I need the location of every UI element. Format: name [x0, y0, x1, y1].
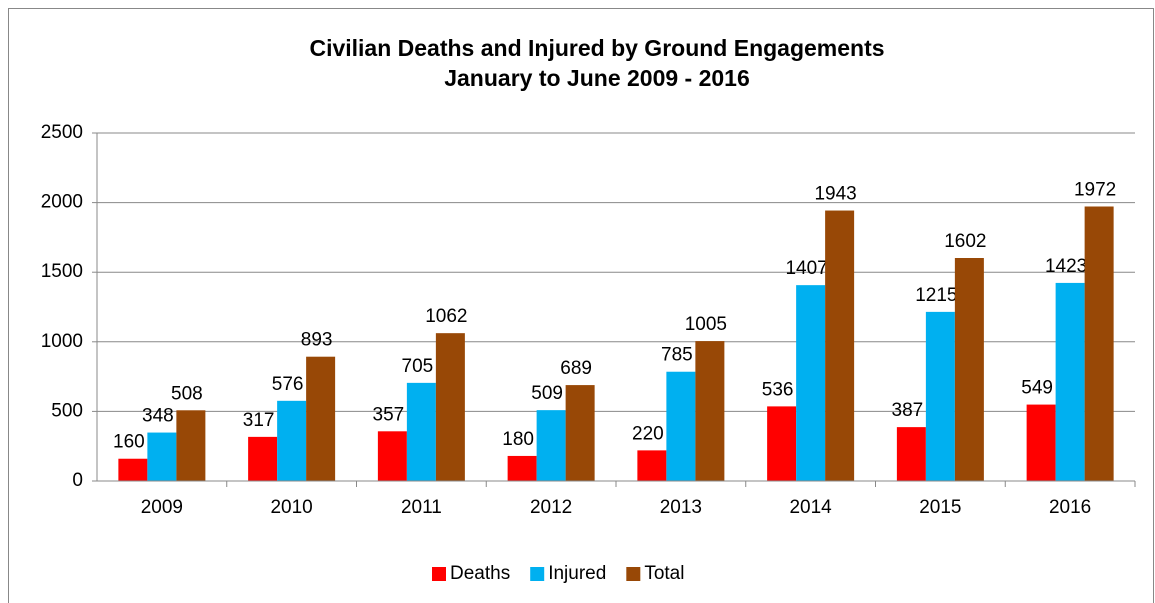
x-tick-label: 2010 [270, 497, 312, 518]
data-label: 1972 [1074, 180, 1116, 201]
data-label: 1423 [1045, 256, 1087, 277]
x-tick-label: 2011 [401, 497, 442, 518]
y-tick-label: 1500 [41, 261, 83, 282]
bar [565, 385, 595, 481]
y-tick-label: 2500 [41, 122, 83, 143]
data-label: 1215 [915, 285, 957, 306]
legend-swatch [530, 567, 545, 581]
y-tick-label: 0 [72, 470, 83, 491]
bar [954, 258, 984, 481]
bar [1026, 404, 1056, 481]
bar [536, 410, 566, 481]
x-tick-label: 2012 [530, 497, 572, 518]
bar [637, 450, 667, 481]
bar [507, 455, 537, 481]
y-tick-label: 2000 [41, 192, 83, 213]
data-label: 180 [502, 429, 534, 450]
data-label: 1602 [944, 231, 986, 252]
bar [377, 431, 407, 481]
bar [176, 410, 206, 481]
bar [406, 382, 436, 481]
legend-label: Injured [548, 563, 606, 584]
x-tick-label: 2009 [141, 497, 183, 518]
data-label: 509 [531, 383, 563, 404]
data-label: 387 [892, 400, 924, 421]
chart-subtitle: January to June 2009 - 2016 [444, 65, 750, 91]
data-label: 220 [632, 423, 664, 444]
data-label: 348 [142, 406, 174, 427]
bar [695, 341, 725, 481]
data-label: 576 [272, 374, 304, 395]
bar [796, 285, 826, 481]
y-tick-label: 500 [51, 400, 83, 421]
data-label: 705 [402, 356, 434, 377]
data-label: 1062 [425, 306, 467, 327]
data-label: 893 [301, 330, 333, 351]
bar [767, 406, 797, 481]
bar [1084, 206, 1114, 481]
data-label: 785 [661, 345, 693, 366]
legend-swatch [626, 567, 641, 581]
data-label: 1005 [685, 314, 727, 335]
bar [1055, 282, 1085, 481]
y-tick-label: 1000 [41, 331, 83, 352]
legend-label: Deaths [450, 563, 510, 584]
bar [306, 356, 336, 481]
bar [666, 371, 696, 481]
x-tick-label: 2014 [789, 497, 832, 518]
legend-label: Total [644, 563, 684, 584]
x-tick-label: 2015 [919, 497, 961, 518]
bar [896, 427, 926, 481]
data-label: 549 [1021, 378, 1053, 399]
data-label: 508 [171, 383, 203, 404]
bar [277, 400, 307, 481]
x-tick-label: 2013 [660, 497, 702, 518]
bar [825, 210, 855, 481]
bar [248, 436, 278, 481]
legend-swatch [432, 567, 446, 581]
bar [925, 311, 955, 481]
bar [435, 333, 465, 481]
data-label: 689 [560, 358, 592, 379]
data-label: 160 [113, 432, 145, 453]
chart-border [8, 8, 1154, 603]
x-tick-label: 2016 [1049, 497, 1091, 518]
data-label: 1407 [785, 258, 827, 279]
data-label: 1943 [814, 184, 856, 205]
bar [118, 458, 148, 481]
data-label: 357 [373, 404, 405, 425]
chart-title: Civilian Deaths and Injured by Ground En… [309, 35, 884, 61]
data-label: 536 [762, 379, 794, 400]
data-label: 317 [243, 410, 275, 431]
bar [147, 432, 177, 481]
